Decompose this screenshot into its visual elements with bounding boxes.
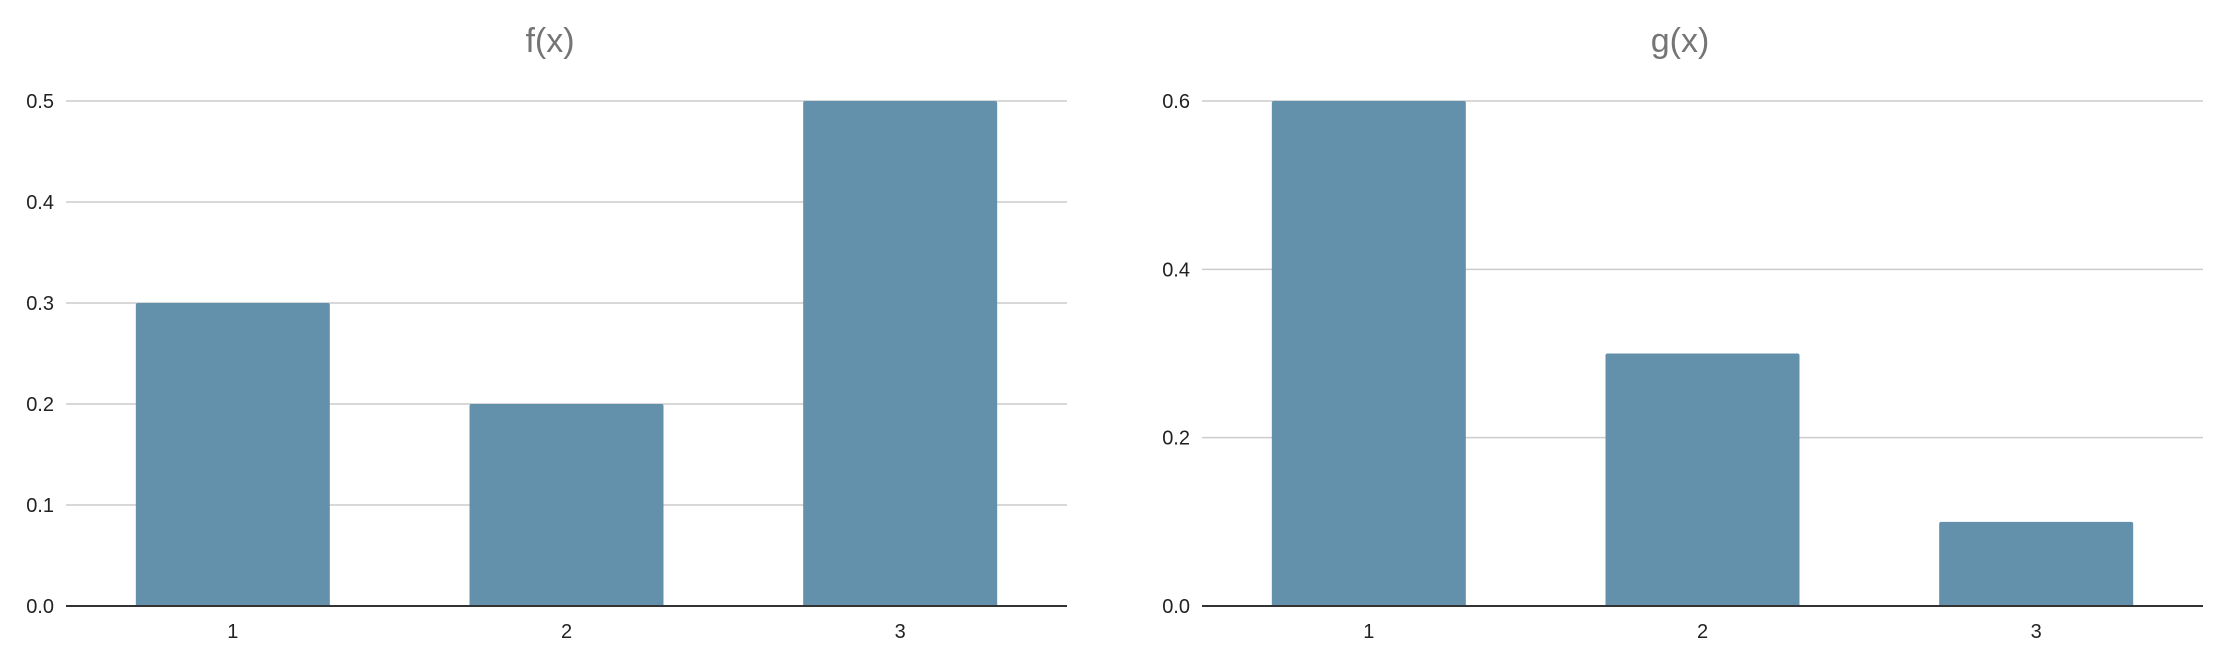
x-tick-label: 3 xyxy=(2031,621,2042,643)
y-tick-label: 0.5 xyxy=(26,91,54,113)
y-tick-label: 0.2 xyxy=(1162,428,1190,450)
chart-f: f(x) 0.0 0.1 0.2 0.3 0.4 0.5 1 2 3 xyxy=(0,0,1100,664)
y-tick-label: 0.1 xyxy=(26,495,54,517)
y-tick-label: 0.3 xyxy=(26,293,54,315)
chart-g-plot: 0.0 0.2 0.4 0.6 1 2 3 xyxy=(1162,91,2203,643)
y-tick-label: 0.0 xyxy=(26,596,54,618)
y-tick-label: 0.4 xyxy=(1162,259,1190,281)
x-tick-label: 2 xyxy=(1697,621,1708,643)
bar xyxy=(469,404,664,606)
y-tick-label: 0.0 xyxy=(1162,596,1190,618)
x-tick-label: 3 xyxy=(895,621,906,643)
bar xyxy=(1939,521,2134,606)
x-tick-label: 1 xyxy=(227,621,238,643)
bar xyxy=(803,101,998,606)
y-tick-label: 0.6 xyxy=(1162,91,1190,113)
bar xyxy=(135,303,330,606)
y-tick-label: 0.2 xyxy=(26,394,54,416)
y-tick-label: 0.4 xyxy=(26,192,54,214)
chart-title: f(x) xyxy=(525,22,575,60)
bar xyxy=(1605,353,1800,606)
chart-g: g(x) 0.0 0.2 0.4 0.6 1 2 3 xyxy=(1130,0,2230,664)
x-tick-label: 1 xyxy=(1363,621,1374,643)
bar xyxy=(1271,101,1466,606)
chart-title: g(x) xyxy=(1650,22,1710,60)
x-tick-label: 2 xyxy=(561,621,572,643)
chart-f-plot: 0.0 0.1 0.2 0.3 0.4 0.5 1 2 3 xyxy=(26,91,1067,643)
